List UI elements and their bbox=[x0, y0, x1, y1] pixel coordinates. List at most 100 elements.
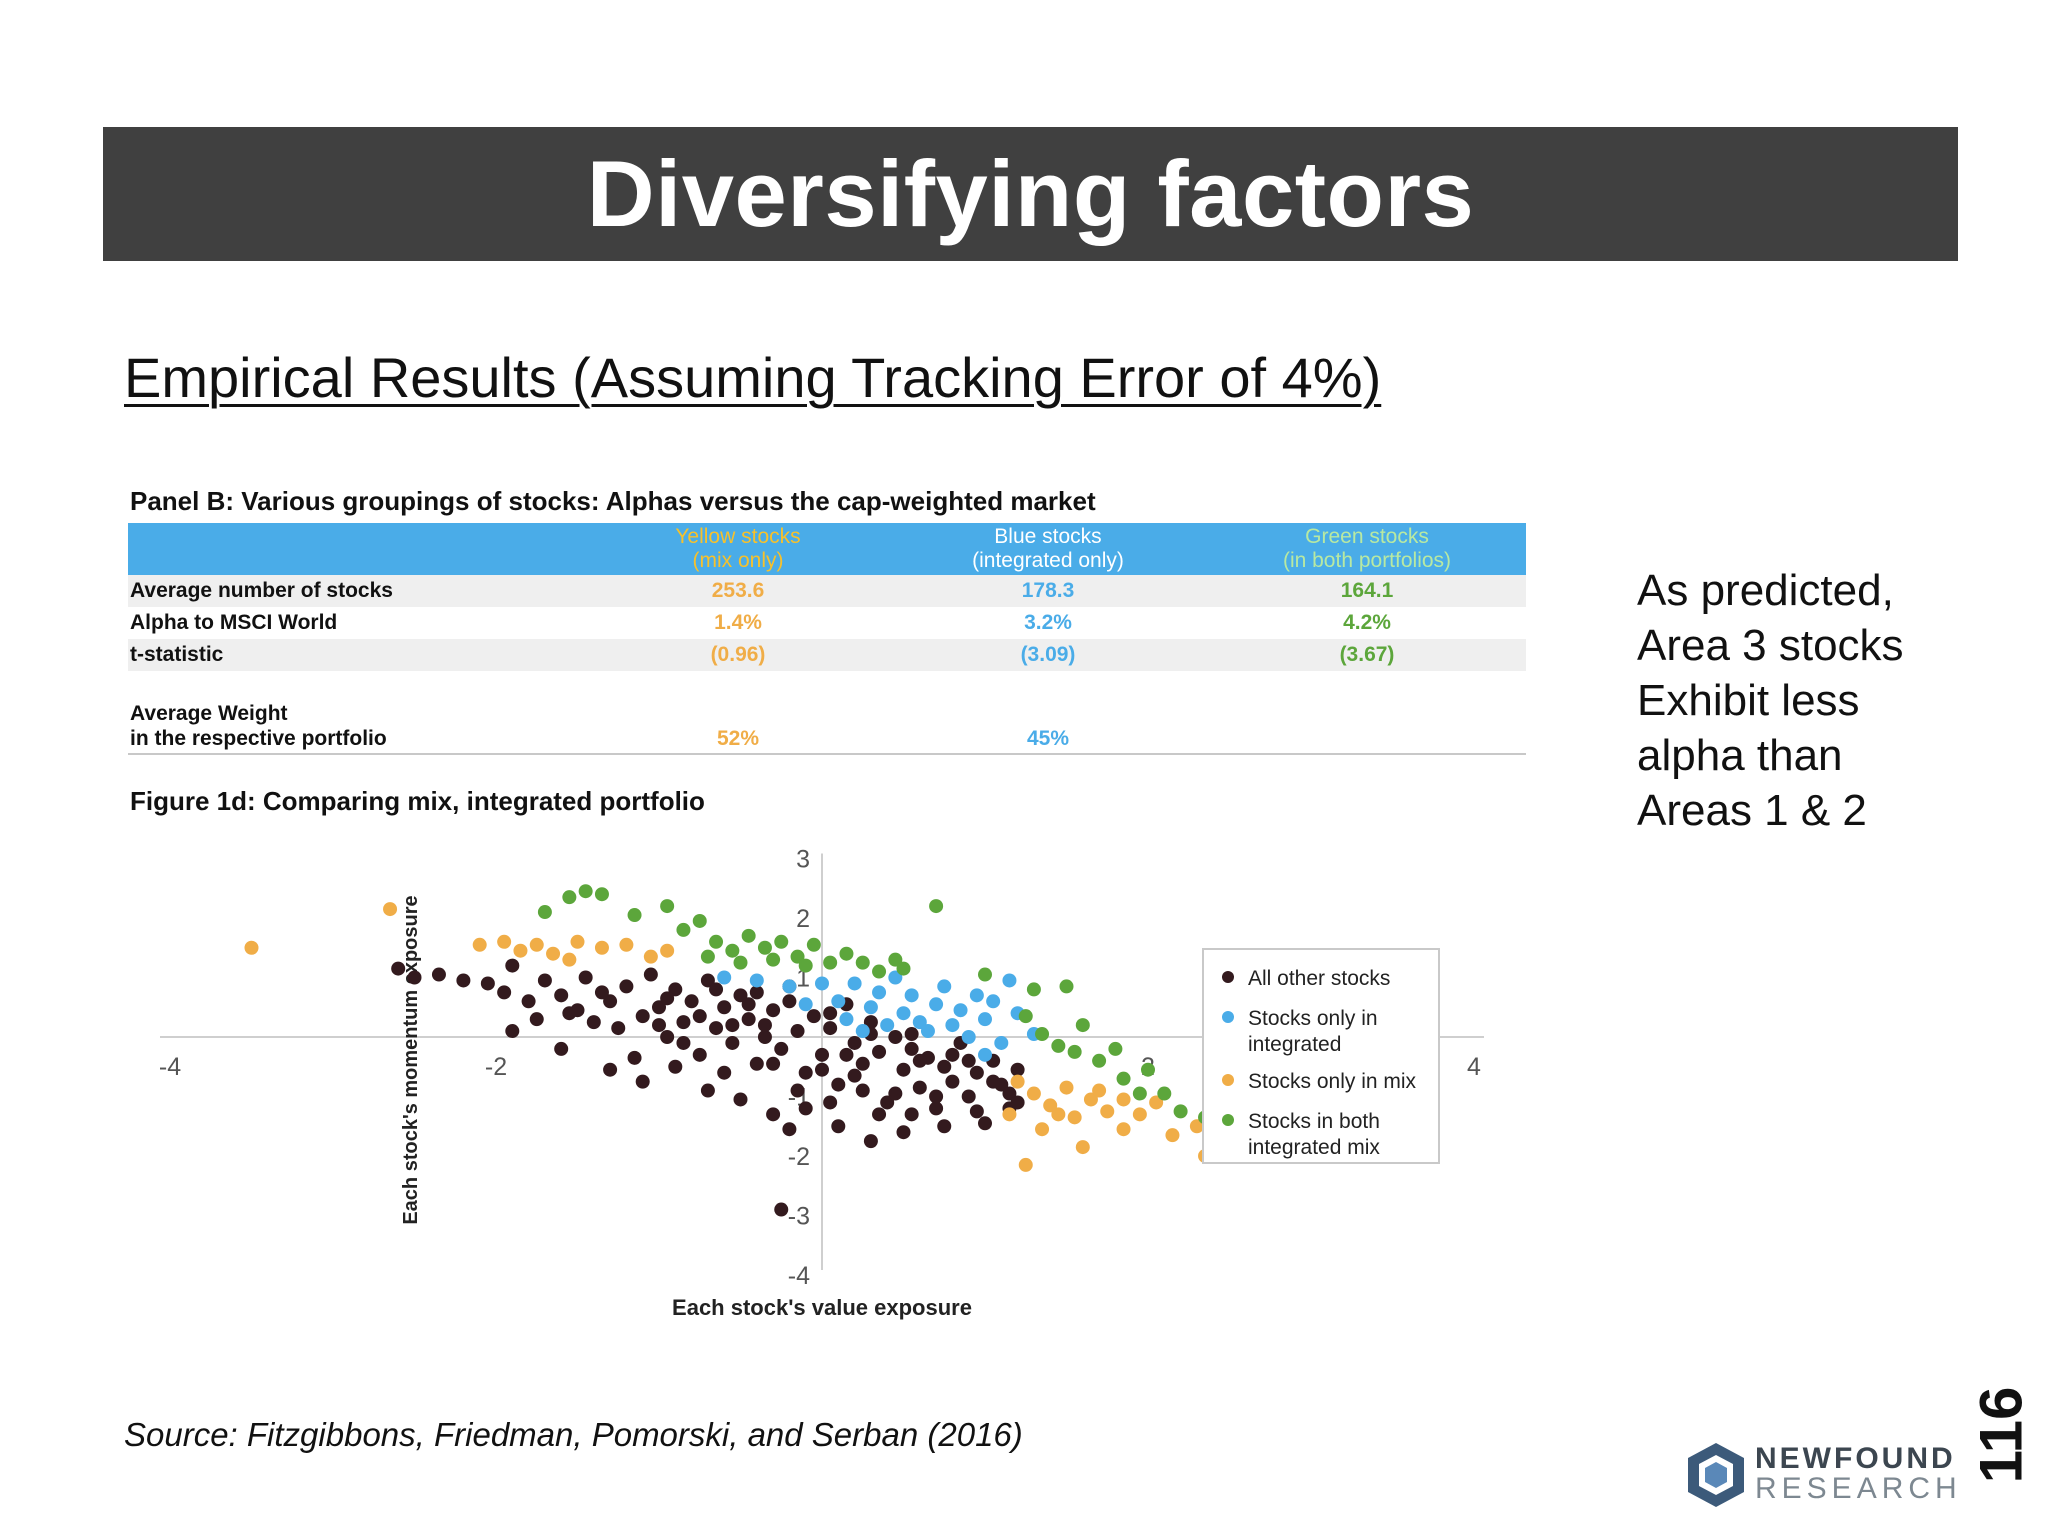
scatter-point-other bbox=[945, 1074, 960, 1089]
side-note-line: As predicted, bbox=[1637, 566, 1894, 615]
cell-yellow: (0.96) bbox=[588, 639, 888, 671]
side-note-line: Area 3 stocks bbox=[1637, 621, 1904, 670]
scatter-point-integrated bbox=[929, 997, 944, 1012]
scatter-point-integrated bbox=[994, 1035, 1009, 1050]
scatter-point-other bbox=[896, 1062, 911, 1077]
scatter-point-mix bbox=[472, 937, 487, 952]
y-axis-title: Each stock's momentum exposure bbox=[400, 895, 422, 1224]
scatter-point-integrated bbox=[798, 997, 813, 1012]
scatter-point-both bbox=[978, 967, 992, 982]
source-citation: Source: Fitzgibbons, Friedman, Pomorski,… bbox=[124, 1416, 1023, 1453]
scatter-point-other bbox=[741, 997, 756, 1012]
scatter-point-integrated bbox=[847, 976, 862, 991]
scatter-point-other bbox=[937, 1059, 952, 1074]
scatter-point-both bbox=[709, 934, 724, 949]
scatter-point-mix bbox=[497, 934, 512, 949]
cell-blue: 3.2% bbox=[1024, 611, 1072, 634]
scatter-point-other bbox=[619, 979, 634, 994]
scatter-point-both bbox=[929, 899, 944, 914]
scatter-point-both bbox=[1157, 1086, 1172, 1101]
header-yellow-line2: (mix only) bbox=[692, 549, 784, 572]
scatter-point-other bbox=[872, 1107, 887, 1122]
scatter-point-other bbox=[937, 1119, 952, 1134]
scatter-point-both bbox=[733, 955, 748, 970]
scatter-point-other bbox=[904, 1107, 919, 1122]
scatter-point-mix bbox=[1051, 1107, 1066, 1122]
scatter-point-mix bbox=[1083, 1092, 1098, 1107]
scatter-point-other bbox=[652, 1000, 666, 1015]
legend-label: All other stocks bbox=[1248, 967, 1390, 990]
logo-line1: NEWFOUND bbox=[1755, 1442, 1956, 1475]
cell-blue: (3.09) bbox=[888, 639, 1208, 671]
header-green-line1: Green stocks bbox=[1305, 525, 1429, 548]
scatter-point-other bbox=[969, 1104, 984, 1119]
scatter-point-both bbox=[1026, 982, 1041, 997]
scatter-point-other bbox=[782, 1122, 797, 1137]
scatter-point-other bbox=[896, 1125, 911, 1140]
scatter-point-other bbox=[709, 1021, 724, 1036]
scatter-point-other bbox=[537, 973, 552, 988]
scatter-point-other bbox=[774, 1202, 789, 1217]
newfound-logo-icon bbox=[1688, 1443, 1744, 1507]
scatter-point-integrated bbox=[880, 1018, 895, 1033]
scatter-point-other bbox=[692, 1047, 707, 1062]
scatter-point-both bbox=[896, 961, 911, 976]
legend-label: Stocks only in bbox=[1248, 1007, 1378, 1030]
scatter-point-both bbox=[676, 922, 691, 937]
scatter-point-other bbox=[480, 976, 495, 991]
scatter-point-other bbox=[749, 985, 764, 1000]
scatter-point-other bbox=[855, 1056, 870, 1071]
scatter-point-integrated bbox=[872, 985, 887, 1000]
table-header-empty bbox=[128, 523, 588, 575]
scatter-point-integrated bbox=[912, 1015, 927, 1030]
scatter-point-both bbox=[700, 949, 715, 964]
scatter-point-mix bbox=[1010, 1074, 1025, 1089]
scatter-point-other bbox=[570, 1003, 585, 1018]
logo-hex-core bbox=[1705, 1462, 1727, 1488]
scatter-point-other bbox=[904, 1041, 919, 1056]
scatter-point-other bbox=[391, 961, 406, 976]
scatter-point-other bbox=[627, 1050, 642, 1065]
scatter-point-other bbox=[945, 1047, 960, 1062]
slide-title: Diversifying factors bbox=[586, 141, 1475, 246]
header-yellow-line1: Yellow stocks bbox=[675, 525, 801, 548]
scatter-point-other bbox=[733, 988, 748, 1003]
scatter-point-both bbox=[741, 928, 756, 943]
table-row: Alpha to MSCI World 1.4% 3.2% 4.2% bbox=[128, 607, 1526, 639]
scatter-point-mix bbox=[1075, 1140, 1090, 1155]
legend-marker-other bbox=[1222, 971, 1234, 983]
stock-groups-table: Yellow stocks (mix only) Blue stocks (in… bbox=[128, 523, 1526, 755]
scatter-point-other bbox=[741, 1012, 756, 1027]
scatter-point-integrated bbox=[749, 973, 764, 988]
scatter-point-other bbox=[635, 1074, 650, 1089]
scatter-point-other bbox=[1002, 1086, 1017, 1101]
scatter-point-other bbox=[790, 1083, 805, 1098]
scatter-point-integrated bbox=[978, 1047, 992, 1062]
scatter-point-mix bbox=[1132, 1107, 1147, 1122]
scatter-point-other bbox=[660, 1030, 675, 1044]
scatter-point-other bbox=[668, 982, 683, 997]
scatter-point-mix bbox=[1149, 1095, 1164, 1110]
scatter-point-other bbox=[823, 1021, 838, 1036]
scatter-point-integrated bbox=[1002, 973, 1017, 988]
scatter-point-mix bbox=[1100, 1104, 1115, 1119]
scatter-point-other bbox=[700, 973, 715, 988]
scatter-point-other bbox=[603, 1062, 618, 1077]
scatter-point-other bbox=[668, 1059, 683, 1074]
scatter-point-other bbox=[855, 1083, 870, 1098]
scatter-point-mix bbox=[546, 946, 561, 961]
cell-yellow: 52% bbox=[588, 687, 888, 755]
scatter-point-other bbox=[847, 1035, 862, 1050]
y-tick-label: -2 bbox=[788, 1143, 810, 1171]
title-bar: Diversifying factors bbox=[103, 127, 1958, 261]
x-axis-title: Each stock's value exposure bbox=[672, 1295, 972, 1320]
scatter-point-other bbox=[863, 1015, 878, 1030]
scatter-point-other bbox=[643, 967, 658, 982]
y-tick-label: -4 bbox=[788, 1262, 810, 1290]
scatter-point-other bbox=[749, 1056, 764, 1071]
scatter-point-other bbox=[774, 1041, 789, 1056]
scatter-point-other bbox=[790, 1024, 805, 1039]
scatter-point-integrated bbox=[961, 1030, 976, 1044]
weight-label-line1: Average Weight bbox=[130, 702, 288, 725]
